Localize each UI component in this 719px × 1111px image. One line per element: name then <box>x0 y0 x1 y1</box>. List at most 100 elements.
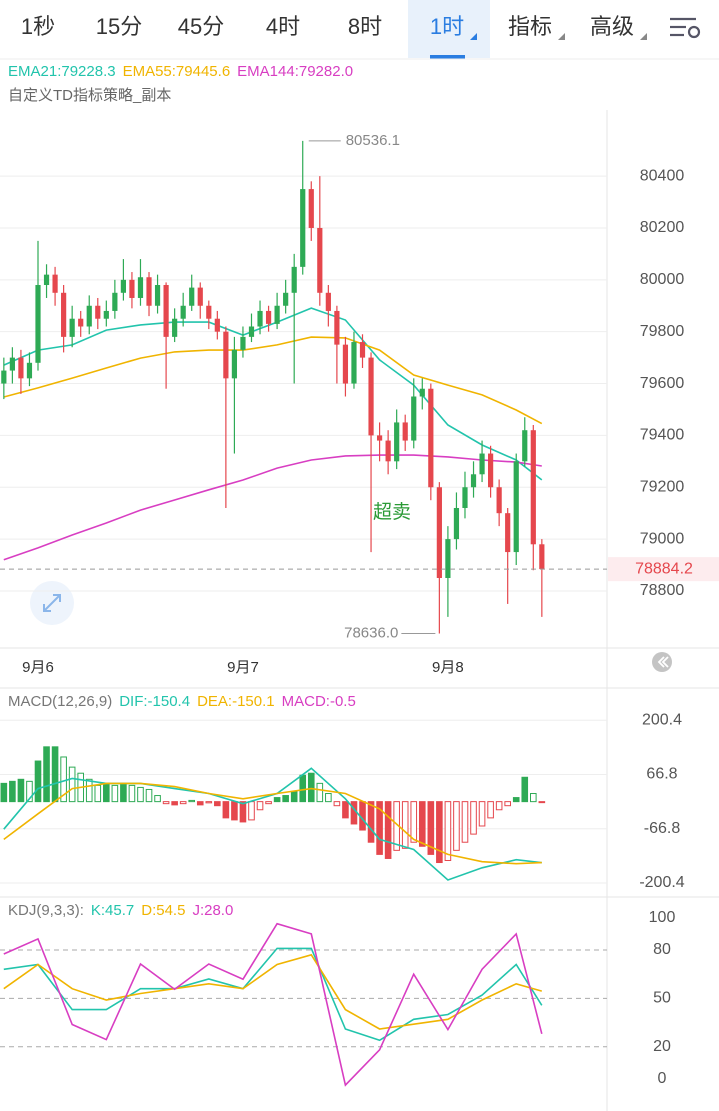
macd-bar <box>171 801 178 806</box>
macd-bar <box>43 746 50 803</box>
candle-body <box>530 430 536 545</box>
macd-bar <box>307 772 315 803</box>
candle-body <box>428 388 434 488</box>
candle-body <box>291 266 297 293</box>
expand-button[interactable] <box>30 581 74 625</box>
candle-body <box>146 277 152 306</box>
candle-body <box>470 474 477 488</box>
candle-body <box>223 331 229 379</box>
candle-body <box>342 344 349 384</box>
candle-body <box>35 285 41 363</box>
candle-body <box>308 189 314 228</box>
candle-body <box>248 326 255 337</box>
macd-bar <box>299 774 307 803</box>
macd-bar <box>530 793 537 803</box>
tab[interactable]: 45分 <box>178 14 224 39</box>
macd-bar <box>222 801 230 819</box>
y-tick-label: -200.4 <box>639 874 684 891</box>
candle-body <box>172 318 178 337</box>
legend-entry: MACD:-0.5 <box>282 693 356 710</box>
macd-bar <box>410 801 418 843</box>
y-tick-label: -66.8 <box>644 820 681 837</box>
candle-body <box>52 274 58 293</box>
candle-body <box>206 305 212 319</box>
candle-body <box>1 370 7 384</box>
tab[interactable]: 15分 <box>96 14 142 39</box>
macd-bar <box>239 801 247 823</box>
macd-bar <box>0 782 8 803</box>
macd-bar <box>9 780 16 803</box>
macd-bar <box>333 801 341 807</box>
settings-icon[interactable] <box>670 17 701 39</box>
y-tick-label: 200.4 <box>642 712 682 729</box>
tab[interactable]: 1秒 <box>21 14 55 39</box>
candle-body <box>274 305 280 324</box>
tab[interactable]: 高级 <box>590 14 634 39</box>
x-tick-label: 9月8 <box>432 659 464 676</box>
macd-bar <box>256 801 264 811</box>
candle-body <box>18 357 24 379</box>
macd-bar <box>478 801 486 827</box>
candle-body <box>283 292 289 306</box>
legend-entry: K:45.7 <box>91 902 134 919</box>
candle-body <box>479 453 485 475</box>
candle-body <box>411 396 417 441</box>
candle-body <box>496 487 502 514</box>
macd-bar <box>273 797 281 803</box>
macd-bar <box>444 801 452 861</box>
macd-bar <box>103 782 110 803</box>
macd-bar <box>401 801 409 849</box>
y-tick-label: 50 <box>653 990 671 1007</box>
y-tick-label: 80200 <box>640 219 685 236</box>
macd-bar <box>504 801 511 807</box>
dropdown-caret <box>558 33 565 40</box>
y-tick-label: 79200 <box>640 478 685 495</box>
candle-body <box>112 292 118 311</box>
macd-bar <box>521 776 529 803</box>
collapse-button[interactable] <box>652 652 672 672</box>
y-tick-label: 80400 <box>640 167 685 184</box>
macd-bar <box>453 801 460 851</box>
y-tick-label: 80 <box>653 941 671 958</box>
candle-body <box>334 310 340 345</box>
candle-body <box>78 318 84 327</box>
macd-bar <box>94 784 102 803</box>
candle-body <box>257 310 263 327</box>
candle-body <box>394 422 400 462</box>
indicator-line <box>3 922 543 1087</box>
dropdown-caret <box>640 33 647 40</box>
indicator-line <box>3 454 542 561</box>
candle-body <box>505 513 511 553</box>
indicator-line <box>3 953 543 1030</box>
macd-bar <box>461 801 469 843</box>
tab[interactable]: 8时 <box>348 14 382 39</box>
macd-bar <box>17 778 25 803</box>
y-tick-label: 79800 <box>640 323 685 340</box>
macd-bar <box>248 801 255 821</box>
candle-body <box>103 310 109 319</box>
tab-selected-bg <box>408 0 490 58</box>
macd-bar <box>34 760 42 803</box>
legend-entry: D:54.5 <box>141 902 185 919</box>
candle-body <box>26 362 33 379</box>
tab-bar: 1秒 15分 45分 4时 8时 1时 指标 高级 <box>21 0 634 59</box>
tab[interactable]: 1时 <box>430 14 464 39</box>
tab[interactable]: 指标 <box>508 14 552 39</box>
candle-body <box>385 440 391 462</box>
candle-body <box>325 292 331 311</box>
macd-bar <box>367 801 375 843</box>
macd-bar <box>51 746 59 803</box>
indicator-line <box>3 336 543 425</box>
legend-entry: DIF:-150.4 <box>119 693 190 710</box>
macd-bar <box>316 782 324 803</box>
candle-body <box>129 279 135 298</box>
candle-body <box>513 461 519 553</box>
candle-body <box>300 189 306 267</box>
tab[interactable]: 4时 <box>266 14 300 39</box>
x-tick-label: 9月6 <box>22 659 54 676</box>
legend-entry: EMA21:79228.3 <box>8 63 116 80</box>
candle-body <box>240 336 246 350</box>
y-tick-label: 100 <box>649 909 676 926</box>
legend-entry: DEA:-150.1 <box>197 693 275 710</box>
